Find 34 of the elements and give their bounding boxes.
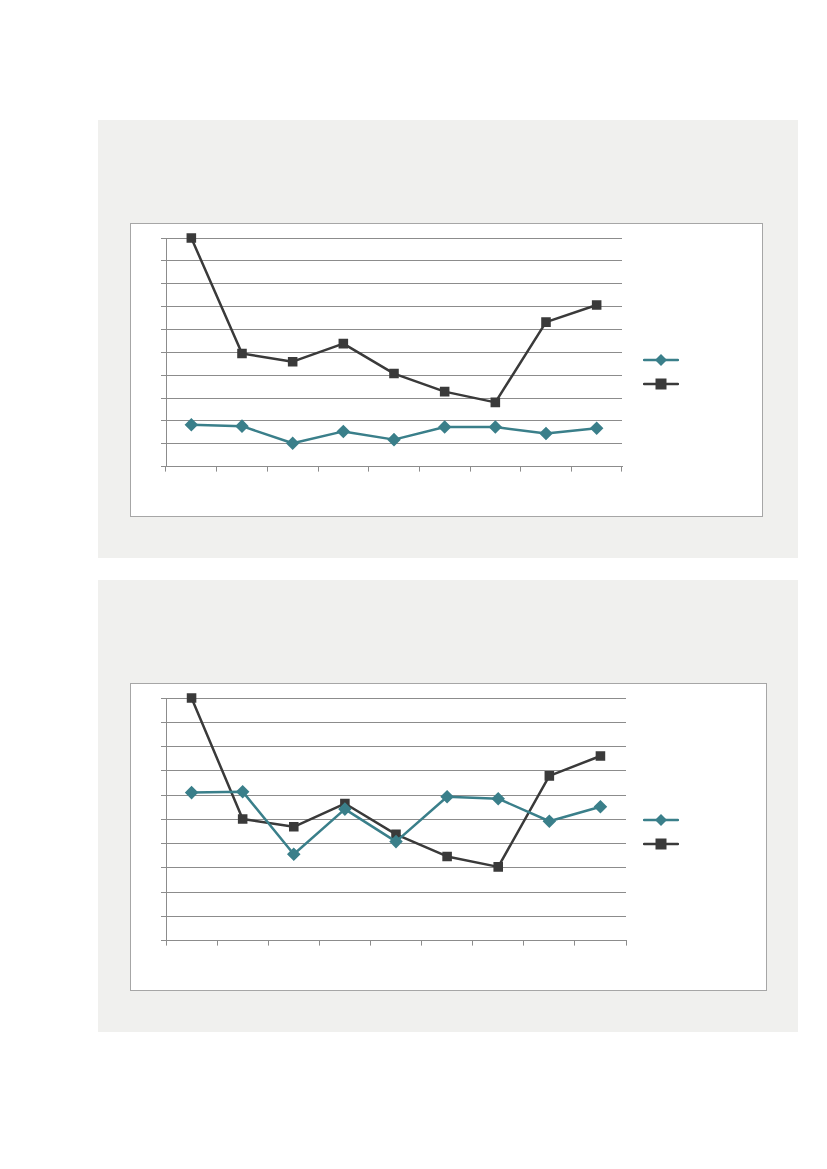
point [490,397,501,408]
point [595,751,606,761]
point [491,792,505,805]
point [439,386,450,397]
point [442,851,452,862]
point [185,786,198,799]
point [237,814,248,824]
point [338,338,349,349]
point [338,802,352,816]
point [389,368,399,379]
point [543,814,556,828]
point [590,421,603,435]
point [489,420,502,434]
point [594,800,607,813]
point [235,419,249,433]
point [541,317,551,327]
point [539,427,553,440]
point [493,862,504,872]
point [544,771,555,781]
point [237,348,247,359]
point [185,418,198,432]
point [438,420,451,434]
point [440,790,454,803]
point [287,847,301,861]
point [387,433,401,446]
point [287,356,298,367]
point [286,437,299,450]
point [236,785,249,798]
point [288,822,299,832]
point [591,300,602,310]
point [389,835,403,848]
point [186,693,197,703]
point [186,233,197,243]
point [337,425,350,438]
